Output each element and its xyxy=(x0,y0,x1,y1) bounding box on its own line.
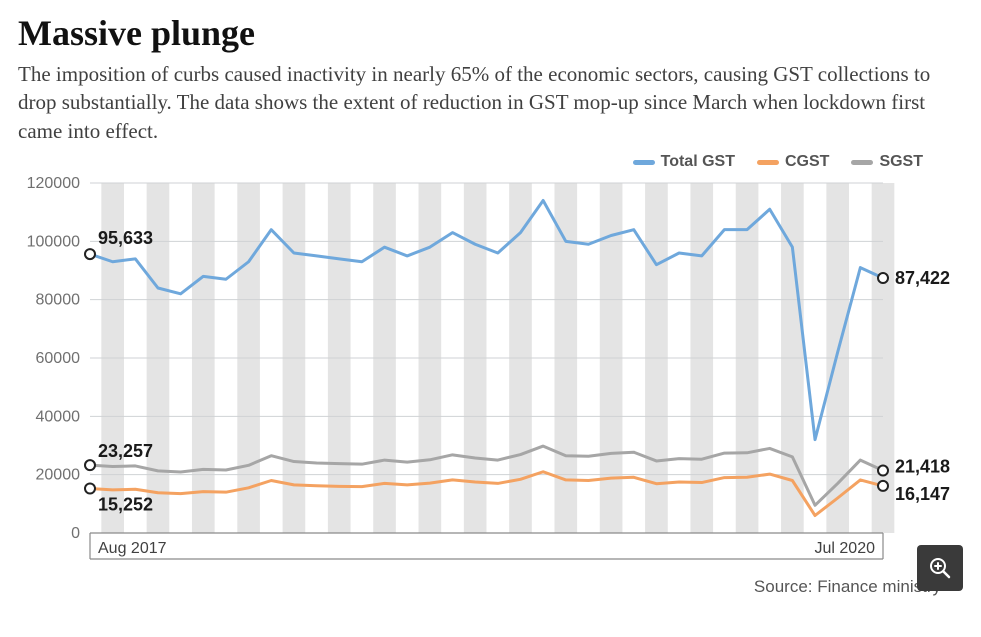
magnify-plus-icon xyxy=(928,556,952,580)
legend-item: CGST xyxy=(757,153,829,171)
svg-text:16,147: 16,147 xyxy=(895,484,950,504)
legend-label: CGST xyxy=(785,153,829,171)
svg-text:15,252: 15,252 xyxy=(98,495,153,515)
svg-text:21,418: 21,418 xyxy=(895,457,950,477)
svg-text:0: 0 xyxy=(71,525,80,542)
svg-text:80000: 80000 xyxy=(36,292,81,309)
page-title: Massive plunge xyxy=(18,12,963,54)
svg-text:40000: 40000 xyxy=(36,408,81,425)
zoom-button[interactable] xyxy=(917,545,963,591)
legend-item: Total GST xyxy=(633,153,735,171)
chart-legend: Total GST CGST SGST xyxy=(18,153,963,171)
svg-text:23,257: 23,257 xyxy=(98,441,153,461)
legend-swatch xyxy=(757,160,779,165)
svg-text:Aug 2017: Aug 2017 xyxy=(98,540,167,557)
legend-label: Total GST xyxy=(661,153,735,171)
gst-line-chart: 0 20000 40000 60000 80000 100000 120000 Aug 201… xyxy=(18,173,963,573)
source-text: Source: Finance ministry xyxy=(18,577,963,597)
svg-text:87,422: 87,422 xyxy=(895,268,950,288)
svg-text:100000: 100000 xyxy=(27,233,80,250)
legend-swatch xyxy=(633,160,655,165)
svg-text:120000: 120000 xyxy=(27,175,80,192)
svg-text:20000: 20000 xyxy=(36,467,81,484)
legend-swatch xyxy=(851,160,873,165)
svg-text:95,633: 95,633 xyxy=(98,228,153,248)
svg-text:Jul 2020: Jul 2020 xyxy=(815,540,876,557)
legend-label: SGST xyxy=(879,153,923,171)
svg-text:60000: 60000 xyxy=(36,350,81,367)
chart-svg: 0 20000 40000 60000 80000 100000 120000 Aug 201… xyxy=(18,173,963,573)
subtitle-text: The imposition of curbs caused inactivit… xyxy=(18,60,963,145)
legend-item: SGST xyxy=(851,153,923,171)
